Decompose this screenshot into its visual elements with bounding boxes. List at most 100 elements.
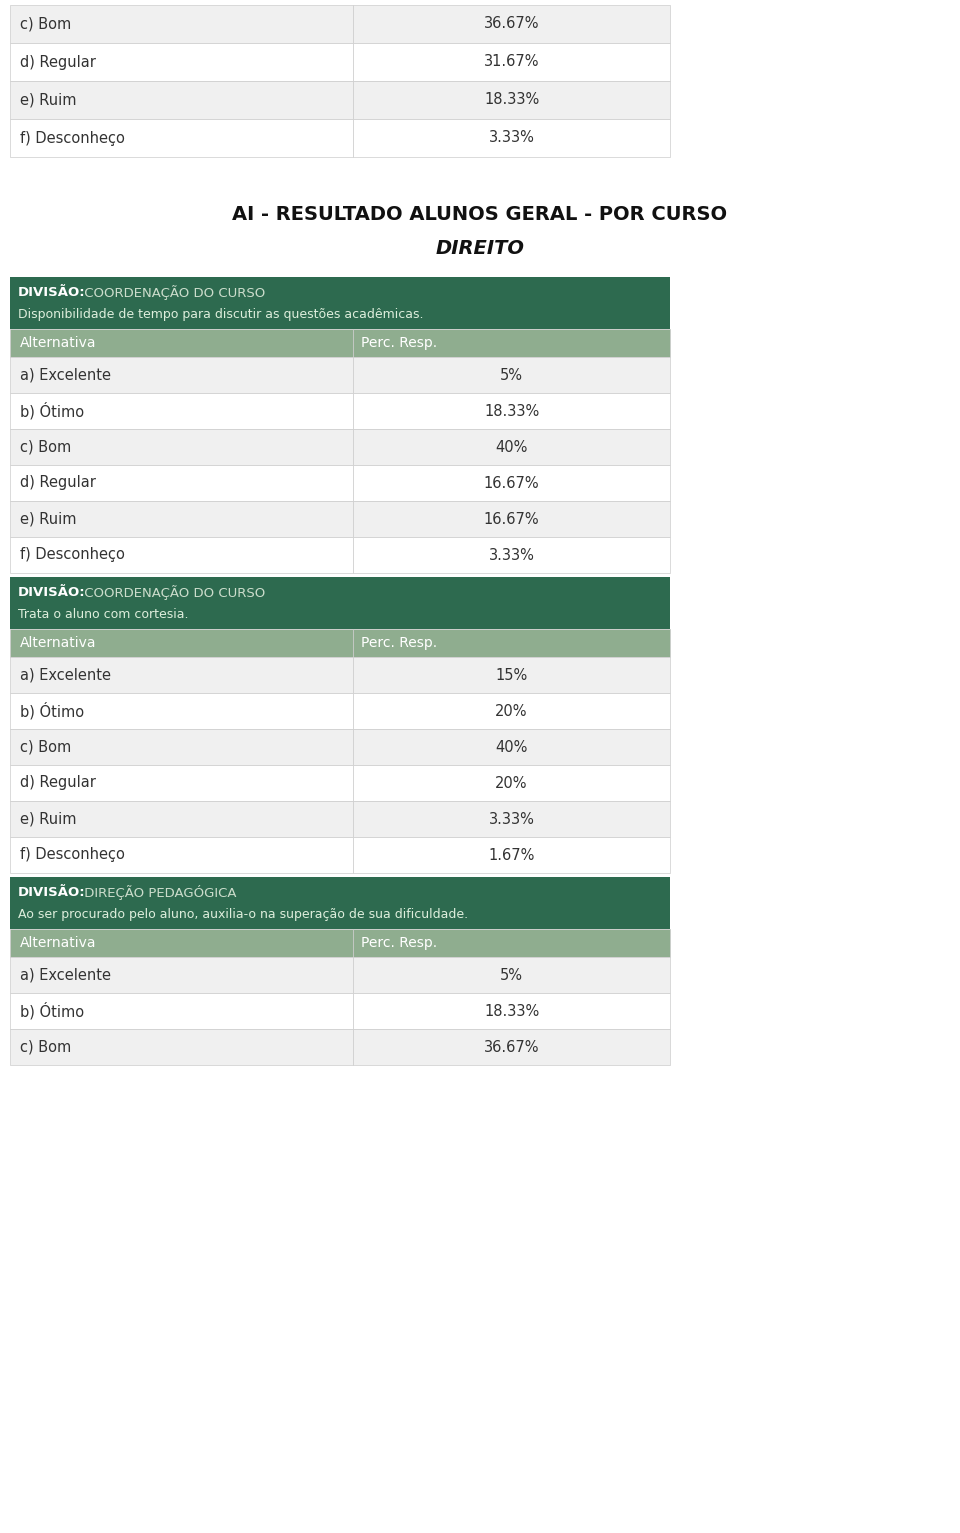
Text: b) Ótimo: b) Ótimo [20, 402, 84, 420]
Bar [10, 837, 353, 872]
Text: Trata o aluno com cortesia.: Trata o aluno com cortesia. [18, 609, 188, 621]
Bar [10, 765, 353, 802]
Text: c) Bom: c) Bom [20, 739, 71, 754]
Text: COORDENAÇÃO DO CURSO: COORDENAÇÃO DO CURSO [80, 285, 265, 300]
Text: 36.67%: 36.67% [484, 17, 540, 32]
Text: 40%: 40% [495, 440, 528, 454]
Bar [10, 43, 353, 81]
Text: d) Regular: d) Regular [20, 776, 96, 791]
Text: 3.33%: 3.33% [489, 811, 535, 826]
Bar [353, 765, 670, 802]
Text: f) Desconheço: f) Desconheço [20, 130, 125, 146]
Text: d) Regular: d) Regular [20, 55, 96, 69]
Text: 31.67%: 31.67% [484, 55, 540, 69]
Bar [353, 802, 670, 837]
Text: DIVISÃO:: DIVISÃO: [18, 886, 85, 898]
Text: c) Bom: c) Bom [20, 440, 71, 454]
Text: 5%: 5% [500, 967, 523, 983]
Bar [10, 629, 353, 658]
Text: 20%: 20% [495, 776, 528, 791]
Text: Alternativa: Alternativa [20, 636, 97, 650]
Text: a) Excelente: a) Excelente [20, 667, 111, 682]
Text: 5%: 5% [500, 368, 523, 383]
Text: f) Desconheço: f) Desconheço [20, 848, 125, 863]
Text: 18.33%: 18.33% [484, 1004, 540, 1018]
Text: 16.67%: 16.67% [484, 512, 540, 526]
Text: a) Excelente: a) Excelente [20, 967, 111, 983]
Text: b) Ótimo: b) Ótimo [20, 702, 84, 721]
Bar [10, 802, 353, 837]
Bar [353, 537, 670, 573]
Text: 16.67%: 16.67% [484, 475, 540, 491]
Bar [353, 658, 670, 693]
Bar [353, 501, 670, 537]
Bar [353, 957, 670, 993]
Text: e) Ruim: e) Ruim [20, 811, 77, 826]
Bar [10, 693, 353, 730]
Text: Perc. Resp.: Perc. Resp. [361, 336, 438, 350]
Text: 3.33%: 3.33% [489, 130, 535, 146]
Bar [353, 392, 670, 429]
Text: e) Ruim: e) Ruim [20, 512, 77, 526]
Text: c) Bom: c) Bom [20, 17, 71, 32]
Bar [10, 993, 353, 1029]
Text: Ao ser procurado pelo aluno, auxilia-o na superação de sua dificuldade.: Ao ser procurado pelo aluno, auxilia-o n… [18, 908, 468, 921]
Text: d) Regular: d) Regular [20, 475, 96, 491]
Bar [10, 357, 353, 392]
Text: Alternativa: Alternativa [20, 336, 97, 350]
Text: b) Ótimo: b) Ótimo [20, 1003, 84, 1019]
Text: 20%: 20% [495, 704, 528, 719]
Bar [10, 730, 353, 765]
Bar [10, 120, 353, 156]
Bar [10, 537, 353, 573]
Text: DIVISÃO:: DIVISÃO: [18, 586, 85, 599]
Bar [353, 929, 670, 957]
Bar [10, 429, 353, 464]
Text: 18.33%: 18.33% [484, 92, 540, 107]
Text: DIVISÃO:: DIVISÃO: [18, 287, 85, 299]
Text: e) Ruim: e) Ruim [20, 92, 77, 107]
Bar [353, 43, 670, 81]
Text: DIREITO: DIREITO [436, 239, 524, 259]
Bar [10, 277, 670, 330]
Bar [353, 1029, 670, 1065]
Text: Alternativa: Alternativa [20, 937, 97, 950]
Bar [353, 730, 670, 765]
Bar [353, 330, 670, 357]
Text: Perc. Resp.: Perc. Resp. [361, 636, 438, 650]
Text: Disponibilidade de tempo para discutir as questões acadêmicas.: Disponibilidade de tempo para discutir a… [18, 308, 423, 320]
Bar [10, 501, 353, 537]
Bar [353, 993, 670, 1029]
Bar [10, 1029, 353, 1065]
Text: 1.67%: 1.67% [489, 848, 535, 863]
Text: DIREÇÃO PEDAGÓGICA: DIREÇÃO PEDAGÓGICA [80, 885, 236, 900]
Bar [10, 658, 353, 693]
Bar [10, 576, 670, 629]
Bar [10, 392, 353, 429]
Text: f) Desconheço: f) Desconheço [20, 547, 125, 563]
Bar [353, 81, 670, 120]
Bar [10, 957, 353, 993]
Text: c) Bom: c) Bom [20, 1039, 71, 1055]
Text: Perc. Resp.: Perc. Resp. [361, 937, 438, 950]
Text: AI - RESULTADO ALUNOS GERAL - POR CURSO: AI - RESULTADO ALUNOS GERAL - POR CURSO [232, 205, 728, 224]
Text: 15%: 15% [495, 667, 528, 682]
Bar [10, 330, 353, 357]
Bar [10, 464, 353, 501]
Bar [353, 357, 670, 392]
Bar [10, 877, 670, 929]
Text: COORDENAÇÃO DO CURSO: COORDENAÇÃO DO CURSO [80, 586, 265, 599]
Bar [353, 429, 670, 464]
Bar [353, 5, 670, 43]
Text: 40%: 40% [495, 739, 528, 754]
Text: 36.67%: 36.67% [484, 1039, 540, 1055]
Bar [353, 693, 670, 730]
Text: 18.33%: 18.33% [484, 403, 540, 419]
Text: 3.33%: 3.33% [489, 547, 535, 563]
Bar [353, 464, 670, 501]
Bar [10, 81, 353, 120]
Bar [353, 837, 670, 872]
Bar [10, 929, 353, 957]
Bar [353, 629, 670, 658]
Text: a) Excelente: a) Excelente [20, 368, 111, 383]
